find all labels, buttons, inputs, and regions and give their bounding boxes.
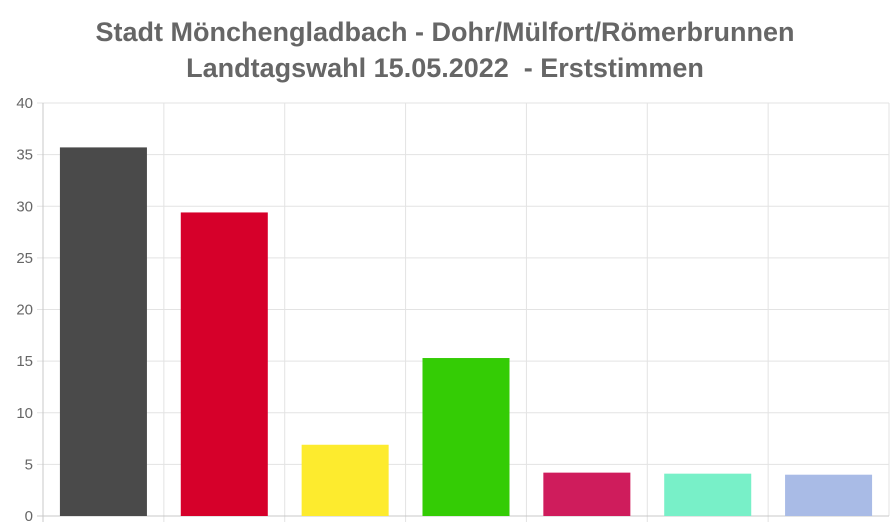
chart-subtitle: Landtagswahl 15.05.2022 - Erststimmen <box>186 53 704 83</box>
y-tick-label: 25 <box>16 250 33 267</box>
y-tick-label: 15 <box>16 353 33 370</box>
y-tick-label: 0 <box>25 508 33 522</box>
y-tick-label: 30 <box>16 198 33 215</box>
y-tick-label: 40 <box>16 95 33 112</box>
bar <box>59 147 147 516</box>
y-tick-label: 5 <box>25 456 33 473</box>
bars <box>59 147 873 516</box>
y-tick-label: 20 <box>16 302 33 319</box>
chart-title-line-1: Stadt Mönchengladbach - Dohr/Mülfort/Röm… <box>95 17 795 47</box>
y-tick-label: 10 <box>16 405 33 422</box>
y-tick-label: 35 <box>16 147 33 164</box>
bar <box>543 472 631 516</box>
chart-title: Stadt Mönchengladbach - Dohr/Mülfort/Röm… <box>0 14 890 86</box>
bar <box>785 474 873 516</box>
bar <box>301 444 389 516</box>
bar <box>664 473 752 516</box>
bar <box>422 358 510 516</box>
bar <box>180 212 268 516</box>
